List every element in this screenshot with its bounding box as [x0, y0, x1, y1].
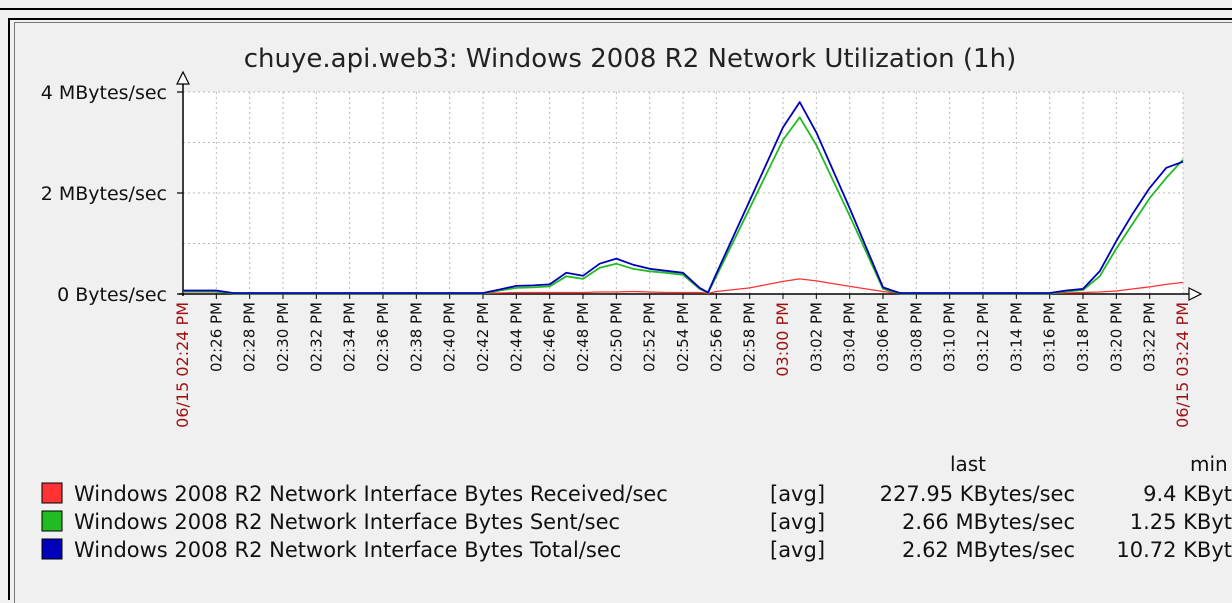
x-tick-label: 02:30 PM — [274, 302, 292, 372]
series-lines — [183, 101, 1184, 295]
legend-series-name: Windows 2008 R2 Network Interface Bytes … — [74, 510, 620, 534]
top-panel-edge — [0, 0, 1232, 10]
x-tick-label: 03:02 PM — [807, 302, 825, 372]
legend-swatch — [41, 510, 63, 532]
x-tick-label: 02:44 PM — [507, 302, 525, 372]
x-tick-label-end: 06/15 03:24 PM — [1173, 302, 1192, 428]
legend-function: [avg] — [770, 538, 825, 562]
legend-series-name: Windows 2008 R2 Network Interface Bytes … — [74, 482, 668, 506]
x-tick-label: 02:58 PM — [741, 302, 759, 372]
x-tick-label: 03:10 PM — [941, 302, 959, 372]
column-header-min: min — [1190, 452, 1228, 476]
x-tick-label: 02:38 PM — [407, 302, 425, 372]
y-axis-arrow — [176, 70, 190, 85]
column-header-last: last — [950, 452, 986, 476]
x-tick-label: 02:34 PM — [341, 302, 359, 372]
x-tick-label: 02:50 PM — [607, 302, 625, 372]
legend-last-value: 2.62 MBytes/sec — [902, 538, 1075, 562]
legend-min-value: 10.72 KByt — [1116, 538, 1232, 562]
network-utilization-chart: chuye.api.web3: Windows 2008 R2 Network … — [41, 44, 1232, 562]
x-tick-label: 02:28 PM — [241, 302, 259, 372]
x-tick-label: 03:06 PM — [874, 302, 892, 372]
legend-min-value: 1.25 KByt — [1130, 510, 1232, 534]
x-tick-label: 02:32 PM — [307, 302, 325, 372]
x-tick-label: 02:26 PM — [207, 302, 225, 372]
x-tick-label: 03:12 PM — [974, 302, 992, 372]
x-axis-arrow — [1188, 287, 1203, 301]
grid-lines — [182, 91, 1184, 295]
legend-swatch — [41, 538, 63, 560]
x-tick-label-start: 06/15 02:24 PM — [173, 302, 192, 428]
x-tick-label: 03:14 PM — [1007, 302, 1025, 372]
x-tick-label: 02:52 PM — [641, 302, 659, 372]
x-tick-label: 02:36 PM — [374, 302, 392, 372]
x-tick-label: 02:42 PM — [474, 302, 492, 372]
legend-min-value: 9.4 KByt — [1143, 482, 1232, 506]
x-tick-label: 03:16 PM — [1041, 302, 1059, 372]
x-tick-label: 02:56 PM — [707, 302, 725, 372]
graph-panel-inner-border — [14, 22, 1232, 603]
legend-function: [avg] — [770, 510, 825, 534]
x-tick-label: 03:20 PM — [1107, 302, 1125, 372]
x-tick-label: 03:22 PM — [1141, 302, 1159, 372]
x-tick-label: 02:54 PM — [674, 302, 692, 372]
x-tick-label: 03:00 PM — [773, 302, 792, 377]
legend-swatch — [41, 482, 63, 504]
x-tick-label: 03:04 PM — [841, 302, 859, 372]
x-tick-label: 03:08 PM — [907, 302, 925, 372]
y-tick-label: 0 Bytes/sec — [57, 284, 167, 306]
y-tick-label: 4 MBytes/sec — [41, 82, 167, 104]
legend-series-name: Windows 2008 R2 Network Interface Bytes … — [74, 538, 621, 562]
x-tick-label: 03:18 PM — [1074, 302, 1092, 372]
legend: Windows 2008 R2 Network Interface Bytes … — [41, 482, 1232, 562]
x-tick-label: 02:48 PM — [574, 302, 592, 372]
legend-last-value: 2.66 MBytes/sec — [902, 510, 1075, 534]
chart-title: chuye.api.web3: Windows 2008 R2 Network … — [244, 44, 1016, 74]
y-tick-label: 2 MBytes/sec — [41, 183, 167, 205]
x-tick-label: 02:46 PM — [541, 302, 559, 372]
legend-function: [avg] — [770, 482, 825, 506]
legend-last-value: 227.95 KBytes/sec — [880, 482, 1075, 506]
y-tick-labels: 4 MBytes/sec 2 MBytes/sec 0 Bytes/sec — [41, 82, 183, 306]
x-tick-labels: 06/15 02:24 PM 02:26 PM 02:28 PM 02:30 PM 02… — [173, 294, 1192, 428]
x-tick-label: 02:40 PM — [441, 302, 459, 372]
series-line — [183, 101, 1184, 294]
